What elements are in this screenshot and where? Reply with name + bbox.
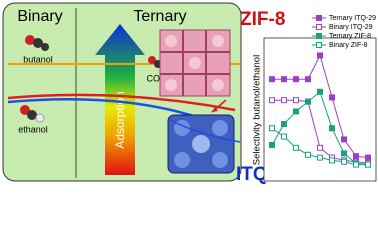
butanol-molecule [25, 35, 49, 51]
ternary-label: Ternary [133, 8, 186, 25]
ethanol-level-binary [7, 97, 201, 120]
legend-label: Ternary ITQ-29 [329, 15, 376, 22]
data-point [341, 158, 347, 165]
adsorption-label: Adsorption [113, 91, 127, 148]
ethanol-level-ternary [7, 93, 236, 112]
data-point [269, 142, 275, 148]
data-point [329, 157, 335, 164]
butanol-label: butanol [23, 54, 53, 64]
data-point [365, 154, 371, 161]
data-point [269, 76, 275, 83]
data-point [341, 136, 347, 143]
data-point [281, 121, 287, 127]
binary-label: Binary [17, 8, 62, 25]
zif8-title: ZIF-8 [240, 9, 285, 30]
data-point [305, 98, 311, 105]
legend-marker [316, 33, 322, 39]
ethanol-label: ethanol [18, 124, 48, 134]
data-point [281, 97, 287, 104]
legend-label: Binary ZIF-8 [329, 42, 368, 49]
data-point [353, 153, 359, 160]
graphical-abstract: Binary Ternary Adsorption butanol CO₂ et… [2, 2, 377, 185]
zif8-crystal [159, 29, 231, 97]
legend-marker [316, 24, 322, 30]
data-point [353, 161, 359, 168]
data-point [341, 150, 347, 157]
data-point [317, 52, 323, 59]
legend-label: Ternary ZIF-8 [329, 33, 371, 40]
data-point [317, 88, 323, 95]
data-point [305, 151, 311, 158]
data-point [329, 94, 335, 101]
data-point [293, 144, 299, 151]
co2-label: CO₂ [147, 73, 165, 83]
data-point [365, 161, 371, 168]
legend-label: Binary ITQ-29 [329, 24, 373, 31]
data-point [269, 125, 275, 132]
data-point [269, 97, 275, 104]
data-point [281, 76, 287, 83]
itq29-crystal [167, 114, 235, 174]
data-point [293, 108, 299, 115]
blue-arrow [169, 119, 241, 143]
data-point [317, 154, 323, 161]
legend-marker [316, 42, 322, 48]
legend-marker [316, 15, 322, 21]
data-point [305, 76, 311, 83]
data-point [293, 97, 299, 104]
red-arrowhead [212, 107, 218, 112]
data-point [329, 125, 335, 132]
data-point [293, 76, 299, 83]
data-point [281, 133, 287, 140]
y-axis-label: Selectivity butanol/ethanol [252, 55, 263, 165]
adsorption-arrow [95, 24, 145, 175]
ethanol-molecule [20, 105, 45, 123]
data-point [317, 144, 323, 151]
